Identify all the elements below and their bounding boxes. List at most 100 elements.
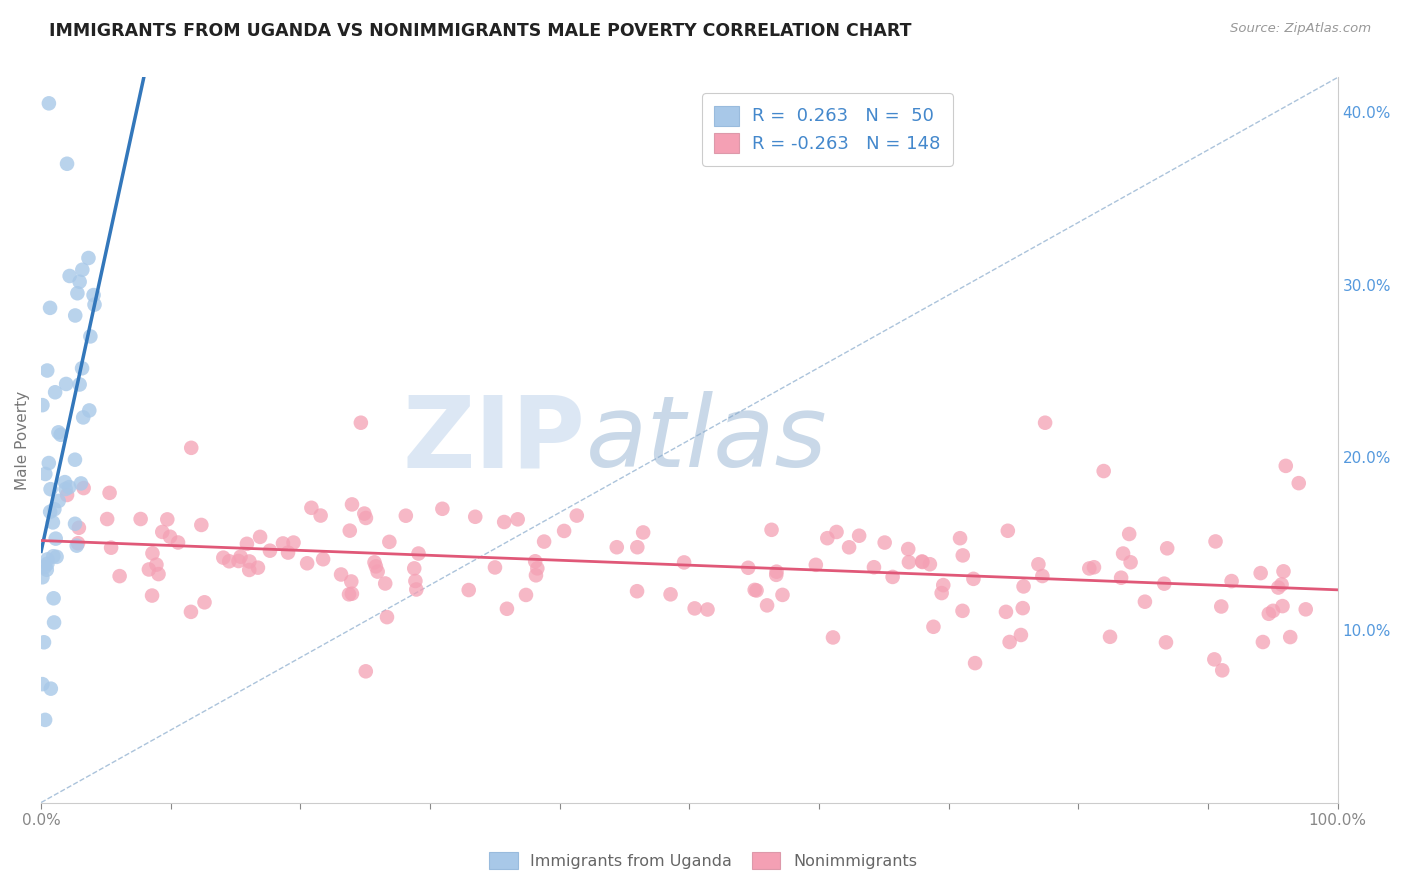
Text: IMMIGRANTS FROM UGANDA VS NONIMMIGRANTS MALE POVERTY CORRELATION CHART: IMMIGRANTS FROM UGANDA VS NONIMMIGRANTS … xyxy=(49,22,911,40)
Point xyxy=(1156,541,1178,556)
Point xyxy=(821,631,844,645)
Point xyxy=(312,552,335,566)
Point xyxy=(49,427,72,442)
Point xyxy=(180,441,202,455)
Point xyxy=(1031,569,1053,583)
Point xyxy=(1011,601,1033,615)
Point xyxy=(100,541,122,555)
Point xyxy=(683,601,706,615)
Point xyxy=(56,157,79,171)
Point xyxy=(337,587,360,601)
Point xyxy=(238,563,260,577)
Point xyxy=(340,574,363,589)
Point xyxy=(931,586,953,600)
Point xyxy=(1010,628,1032,642)
Point xyxy=(67,521,90,535)
Point xyxy=(299,500,322,515)
Point xyxy=(744,582,766,597)
Point xyxy=(150,524,173,539)
Point xyxy=(39,301,62,315)
Text: Source: ZipAtlas.com: Source: ZipAtlas.com xyxy=(1230,22,1371,36)
Point xyxy=(626,584,648,599)
Point xyxy=(897,542,920,557)
Point xyxy=(44,502,66,516)
Point xyxy=(108,569,131,583)
Point xyxy=(962,572,984,586)
Point xyxy=(63,452,86,467)
Point xyxy=(354,665,377,679)
Point xyxy=(38,96,60,111)
Point xyxy=(193,595,215,609)
Point xyxy=(408,547,430,561)
Point xyxy=(34,560,56,574)
Point xyxy=(31,398,53,412)
Point xyxy=(159,530,181,544)
Point xyxy=(48,425,70,440)
Point xyxy=(277,545,299,559)
Point xyxy=(34,467,56,481)
Point xyxy=(350,416,373,430)
Point xyxy=(1220,574,1243,588)
Point xyxy=(98,486,121,500)
Point xyxy=(39,482,62,496)
Point xyxy=(911,555,934,569)
Point xyxy=(48,494,70,508)
Point xyxy=(66,539,89,553)
Point xyxy=(45,549,67,564)
Point xyxy=(395,508,418,523)
Point xyxy=(31,570,53,584)
Point xyxy=(515,588,537,602)
Point xyxy=(526,561,548,575)
Point xyxy=(524,568,547,582)
Point xyxy=(37,557,59,571)
Point xyxy=(606,540,628,554)
Point xyxy=(949,531,972,545)
Point xyxy=(1204,652,1226,666)
Point xyxy=(246,560,269,574)
Point xyxy=(659,587,682,601)
Text: ZIP: ZIP xyxy=(402,392,586,489)
Point xyxy=(44,385,66,400)
Point xyxy=(180,605,202,619)
Point xyxy=(494,515,516,529)
Point xyxy=(1118,527,1140,541)
Point xyxy=(1211,599,1233,614)
Point xyxy=(1083,560,1105,574)
Point xyxy=(838,541,860,555)
Point xyxy=(765,565,787,579)
Point xyxy=(873,535,896,549)
Point xyxy=(35,563,58,577)
Point xyxy=(863,560,886,574)
Point xyxy=(457,582,479,597)
Point xyxy=(79,329,101,343)
Point xyxy=(45,532,67,546)
Point xyxy=(167,535,190,549)
Point xyxy=(524,554,547,568)
Point xyxy=(1078,561,1101,575)
Point xyxy=(533,534,555,549)
Point xyxy=(673,556,696,570)
Point xyxy=(141,589,163,603)
Point xyxy=(38,456,60,470)
Point xyxy=(952,549,974,563)
Point xyxy=(340,497,363,511)
Y-axis label: Male Poverty: Male Poverty xyxy=(15,391,30,490)
Point xyxy=(952,604,974,618)
Point xyxy=(32,635,55,649)
Point xyxy=(1267,581,1289,595)
Point xyxy=(1261,604,1284,618)
Point xyxy=(464,509,486,524)
Point xyxy=(1271,599,1294,613)
Point xyxy=(1153,576,1175,591)
Legend: Immigrants from Uganda, Nonimmigrants: Immigrants from Uganda, Nonimmigrants xyxy=(481,845,925,877)
Text: atlas: atlas xyxy=(586,392,827,489)
Point xyxy=(69,377,91,392)
Point xyxy=(295,556,318,570)
Point xyxy=(218,554,240,568)
Point xyxy=(696,602,718,616)
Point xyxy=(1211,664,1233,678)
Point xyxy=(367,565,389,579)
Point xyxy=(66,536,89,550)
Point xyxy=(156,512,179,526)
Point xyxy=(1119,555,1142,569)
